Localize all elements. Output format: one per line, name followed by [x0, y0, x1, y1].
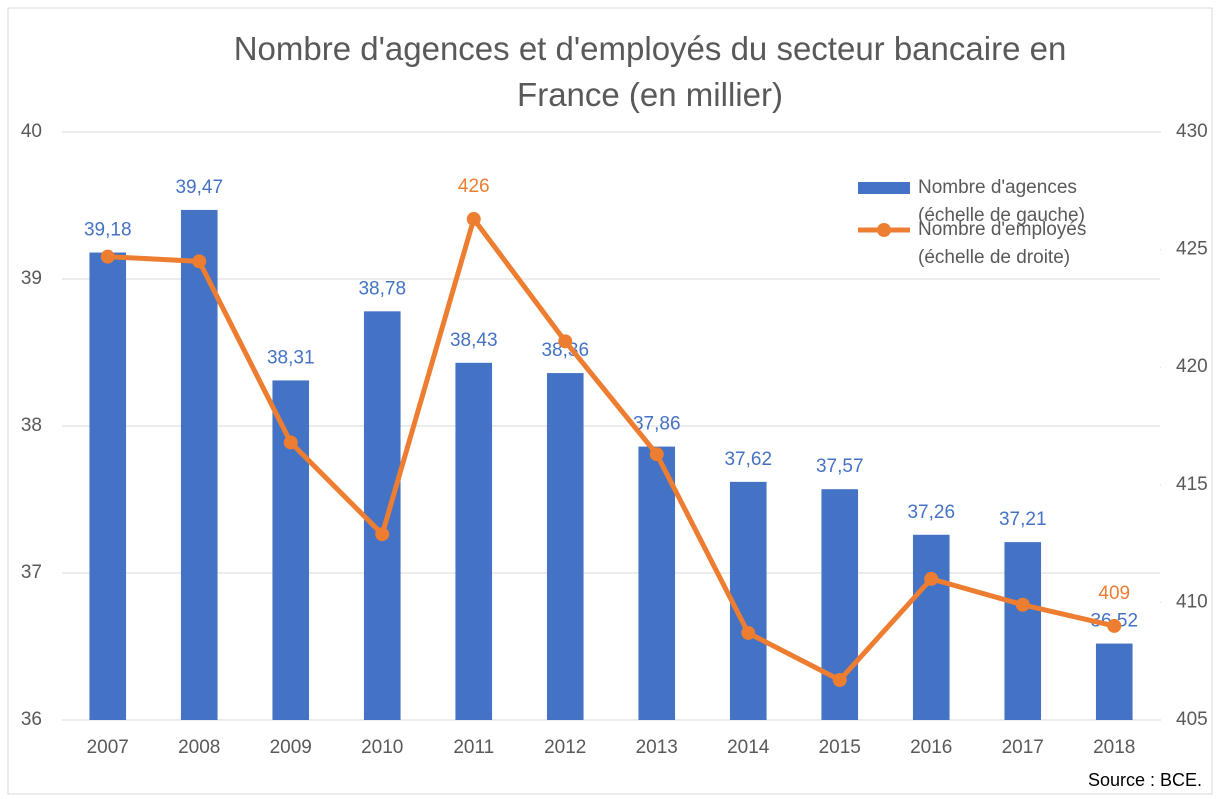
line-point: [1107, 618, 1122, 633]
bar: [729, 481, 767, 720]
y2-tick-label: 410: [1176, 591, 1208, 612]
bar: [455, 362, 493, 720]
data-label: 38,31: [267, 347, 315, 368]
y-tick-label: 40: [21, 121, 42, 142]
x-tick-label: 2008: [178, 737, 220, 758]
x-tick-label: 2010: [361, 737, 403, 758]
source-note: Source : BCE.: [1087, 770, 1202, 790]
x-tick-label: 2013: [636, 737, 678, 758]
x-tick-label: 2014: [727, 737, 770, 758]
x-tick-label: 2018: [1093, 737, 1135, 758]
line-point: [558, 334, 573, 349]
line-point: [100, 249, 115, 264]
data-label: 37,57: [816, 456, 864, 477]
line-point: [924, 571, 939, 586]
legend-entry: Nombre d'agences (échelle de gauche): [918, 177, 1085, 226]
y-tick-label: 39: [21, 268, 42, 289]
data-label: 39,18: [84, 220, 132, 241]
data-label: 38,78: [358, 278, 406, 299]
x-tick-label: 2012: [544, 737, 586, 758]
data-label: 426: [458, 176, 490, 197]
x-tick-label: 2017: [1002, 737, 1044, 758]
data-label: 37,86: [633, 414, 681, 435]
legend-swatch: [877, 223, 891, 237]
y-tick-label: 37: [21, 562, 42, 583]
bar: [89, 252, 127, 721]
line-point: [649, 447, 664, 462]
line-point: [466, 212, 481, 227]
chart-title: Nombre d'agences et d'employés du secteu…: [233, 30, 1067, 113]
data-label: 37,62: [724, 449, 772, 470]
bar: [912, 534, 950, 720]
data-label: 37,21: [999, 509, 1047, 530]
y2-tick-label: 430: [1176, 121, 1208, 142]
y-tick-label: 38: [21, 415, 42, 436]
y2-tick-label: 425: [1176, 239, 1208, 260]
line-point: [192, 254, 207, 269]
legend-swatch: [858, 182, 910, 194]
bar: [1095, 643, 1133, 720]
bar: [1004, 542, 1042, 720]
data-label: 38,43: [450, 330, 498, 351]
bar: [638, 446, 676, 720]
line-point: [375, 527, 390, 542]
x-tick-label: 2016: [910, 737, 952, 758]
data-label: 39,47: [175, 177, 223, 198]
bar: [180, 209, 218, 720]
bar: [546, 373, 584, 720]
bar: [272, 380, 310, 720]
line-point: [832, 673, 847, 688]
x-tick-label: 2011: [453, 737, 494, 758]
y2-tick-label: 420: [1176, 356, 1208, 377]
y2-tick-label: 415: [1176, 474, 1208, 495]
legend-entry: Nombre d'employés (échelle de droite): [918, 219, 1087, 268]
line-point: [283, 435, 298, 450]
line-point: [741, 625, 756, 640]
chart-border: [7, 7, 1213, 795]
x-tick-label: 2007: [87, 737, 129, 758]
x-tick-label: 2015: [819, 737, 861, 758]
x-tick-label: 2009: [270, 737, 312, 758]
y-tick-label: 36: [21, 709, 42, 730]
line-point: [1015, 597, 1030, 612]
bar: [363, 311, 401, 720]
data-label: 409: [1098, 583, 1130, 604]
y2-tick-label: 405: [1176, 709, 1208, 730]
data-label: 37,26: [907, 502, 955, 523]
line: [107, 216, 1115, 683]
